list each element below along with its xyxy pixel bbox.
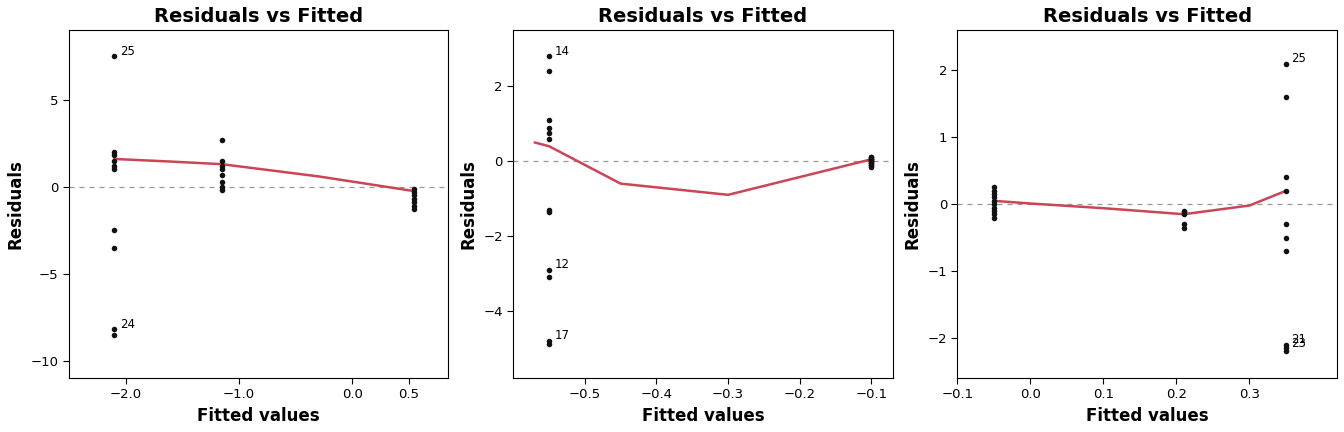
Text: 23: 23 [1292,337,1306,349]
Point [211,137,233,143]
Point [860,154,882,161]
Point [860,163,882,170]
Point [1275,234,1297,241]
Point [860,159,882,166]
Point [103,152,125,159]
Point [1275,60,1297,67]
Point [984,194,1005,201]
Point [211,183,233,190]
Point [1173,209,1195,216]
Point [538,273,559,280]
Point [860,158,882,165]
Point [538,53,559,60]
Point [211,166,233,173]
Point [1275,345,1297,352]
Point [538,135,559,142]
Point [538,130,559,137]
Text: 25: 25 [120,45,134,58]
Title: Residuals vs Fitted: Residuals vs Fitted [1043,7,1251,26]
Point [103,149,125,156]
Text: 25: 25 [1292,52,1306,65]
Point [538,208,559,215]
Point [984,214,1005,221]
Point [103,162,125,169]
Point [860,159,882,166]
Point [103,227,125,234]
Point [403,203,425,210]
X-axis label: Fitted values: Fitted values [641,407,765,425]
Text: 14: 14 [555,45,570,58]
Point [984,207,1005,214]
Text: 21: 21 [1292,333,1306,346]
Point [1173,224,1195,231]
Point [984,191,1005,197]
Point [211,178,233,185]
Point [1275,348,1297,355]
Point [984,204,1005,211]
Point [1173,207,1195,214]
Y-axis label: Residuals: Residuals [7,159,26,249]
Text: 17: 17 [555,329,570,342]
Point [538,266,559,273]
Point [403,199,425,206]
Point [403,206,425,213]
Point [984,197,1005,204]
Text: 24: 24 [120,318,134,331]
Point [538,337,559,344]
Point [211,157,233,164]
Point [1275,221,1297,228]
Point [860,156,882,163]
Point [538,68,559,75]
Point [860,154,882,161]
Point [1275,94,1297,101]
Point [860,156,882,163]
Point [211,187,233,194]
Point [860,156,882,163]
Text: 12: 12 [555,258,570,271]
Point [403,185,425,192]
Point [103,53,125,60]
Point [860,162,882,168]
Point [538,206,559,213]
X-axis label: Fitted values: Fitted values [198,407,320,425]
Point [860,158,882,165]
Point [403,192,425,199]
Point [984,187,1005,194]
Point [984,184,1005,191]
Point [538,124,559,131]
Point [103,157,125,164]
Y-axis label: Residuals: Residuals [905,159,922,249]
Y-axis label: Residuals: Residuals [460,159,477,249]
X-axis label: Fitted values: Fitted values [1086,407,1208,425]
Point [538,117,559,124]
Point [1275,187,1297,194]
Point [860,158,882,165]
Point [984,201,1005,208]
Point [103,331,125,338]
Title: Residuals vs Fitted: Residuals vs Fitted [155,7,363,26]
Point [1275,174,1297,181]
Point [211,162,233,169]
Point [103,166,125,173]
Point [211,171,233,178]
Point [538,341,559,348]
Point [1173,210,1195,217]
Point [403,188,425,195]
Point [1275,341,1297,348]
Point [403,196,425,203]
Point [103,326,125,333]
Point [1275,248,1297,254]
Title: Residuals vs Fitted: Residuals vs Fitted [598,7,808,26]
Point [860,162,882,168]
Point [103,244,125,251]
Point [1173,221,1195,228]
Point [984,211,1005,218]
